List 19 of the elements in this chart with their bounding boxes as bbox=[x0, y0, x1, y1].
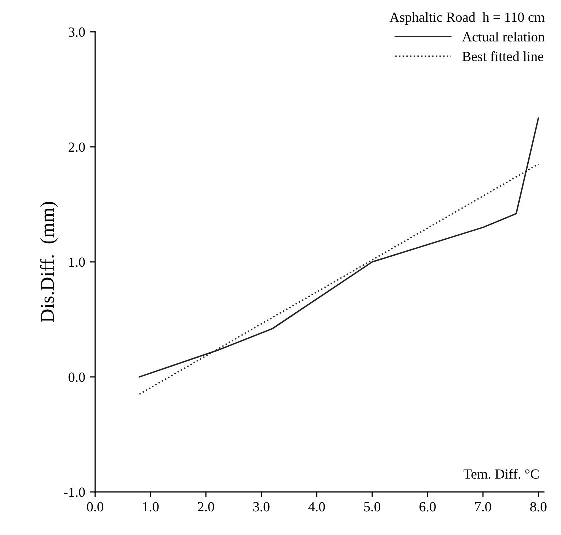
y-tick-label: 3.0 bbox=[68, 28, 86, 38]
legend-title: Asphaltic Road h = 110 cm bbox=[390, 12, 545, 25]
x-tick-label: 5.0 bbox=[364, 502, 381, 512]
y-axis-title: Dis.Diff. (mm) bbox=[40, 202, 58, 322]
x-tick-label: 3.0 bbox=[254, 502, 270, 512]
x-axis-title: Tem. Diff. °C bbox=[464, 469, 539, 480]
y-tick-label: 0.0 bbox=[68, 372, 86, 382]
x-tick-label: 8.0 bbox=[530, 502, 547, 512]
legend-label: Best fitted line bbox=[462, 52, 544, 62]
x-tick-label: 1.0 bbox=[143, 502, 159, 512]
y-tick-label: 1.0 bbox=[70, 258, 86, 268]
legend-label: Actual relation bbox=[462, 32, 545, 42]
x-tick-label: 7.0 bbox=[475, 502, 492, 512]
x-tick-label: 2.0 bbox=[198, 502, 214, 512]
x-tick-label: 4.0 bbox=[308, 502, 326, 512]
x-tick-label: 6.0 bbox=[420, 502, 436, 512]
y-tick-label: -1.0 bbox=[64, 488, 86, 498]
x-tick-label: 0.0 bbox=[87, 502, 104, 512]
y-tick-label: 2.0 bbox=[68, 142, 86, 152]
